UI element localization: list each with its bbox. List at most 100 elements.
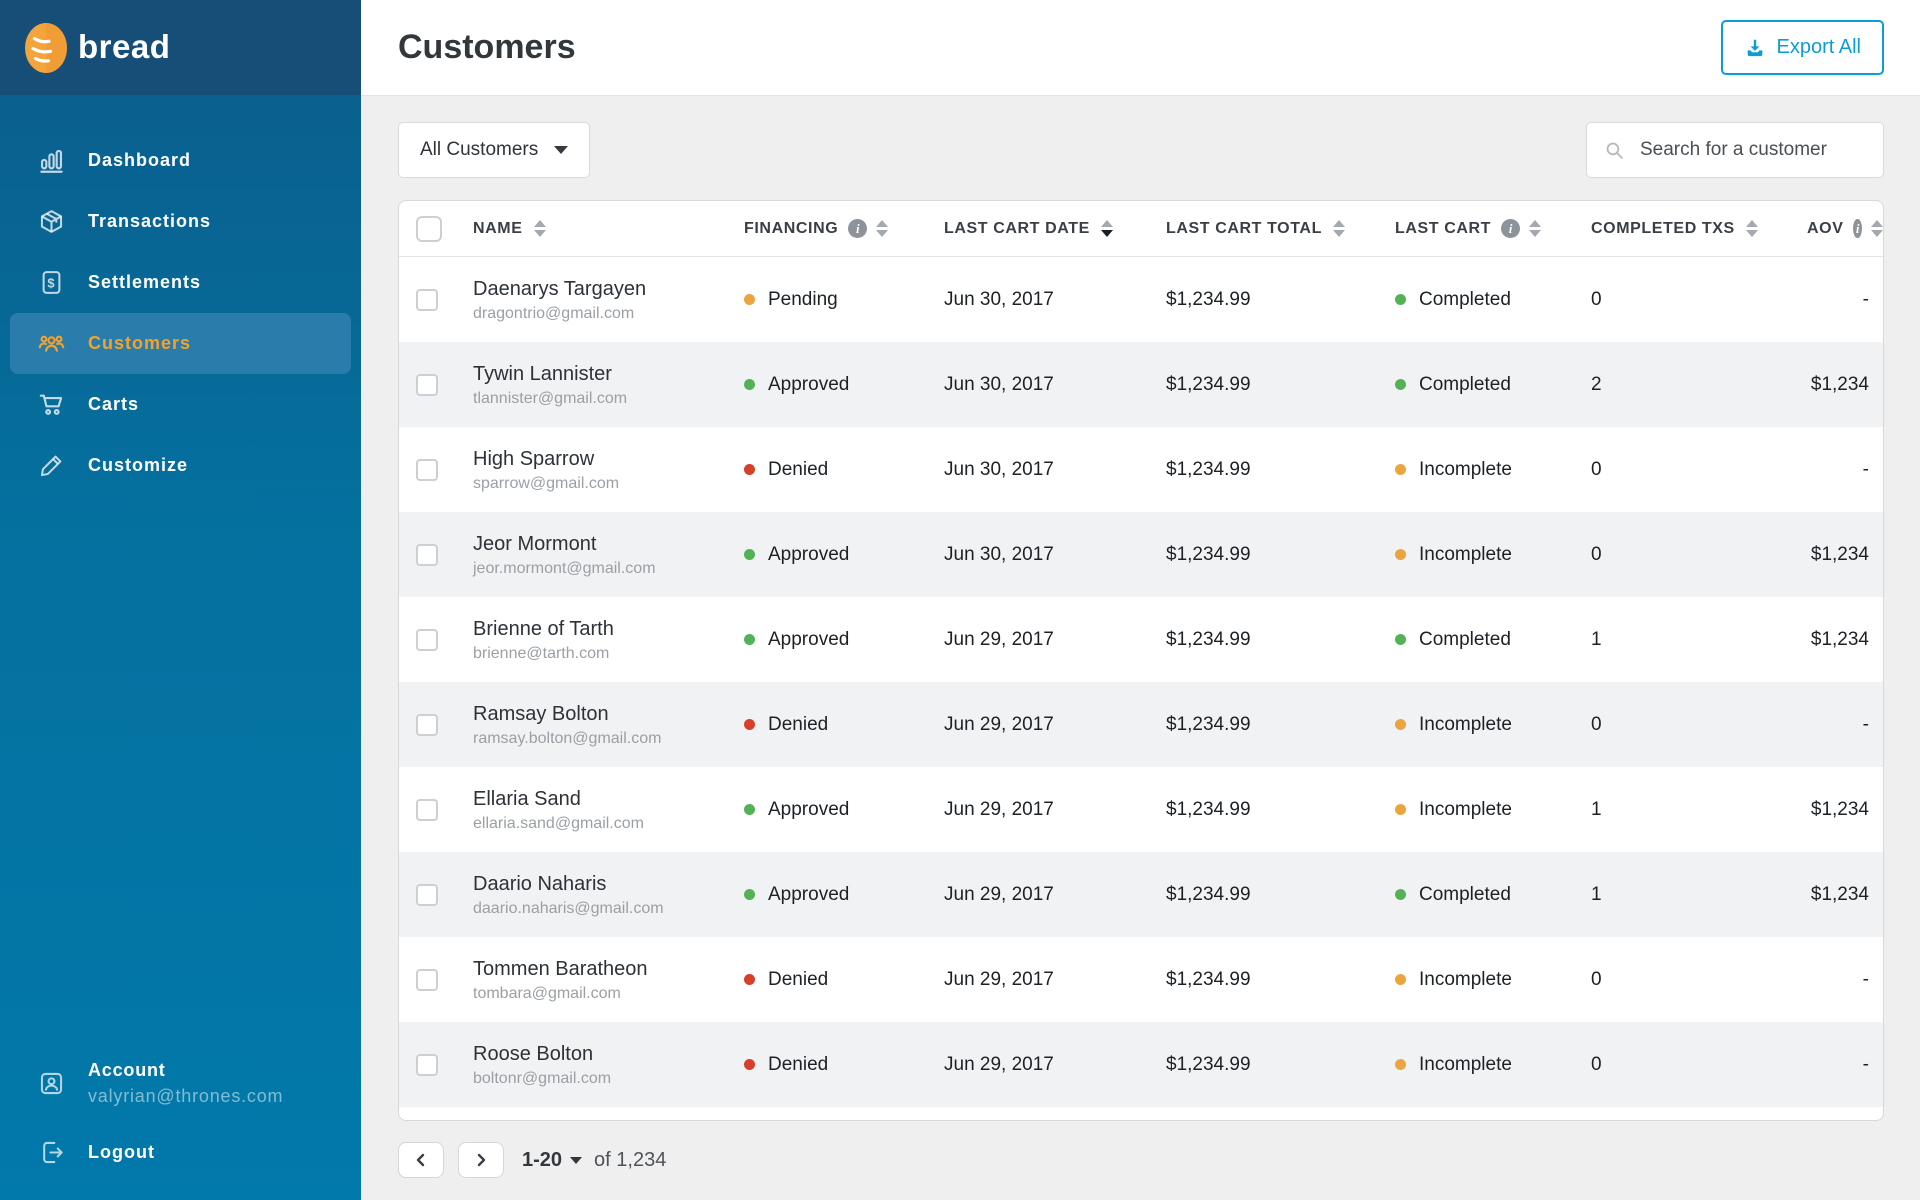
last-cart-total: $1,234.99 bbox=[1166, 968, 1251, 990]
row-checkbox[interactable] bbox=[416, 288, 438, 311]
sort-icon[interactable] bbox=[1100, 220, 1113, 237]
sort-icon[interactable] bbox=[533, 220, 546, 237]
sidebar: bread Dashboard Transactions $ Settlements C… bbox=[0, 0, 361, 1200]
row-checkbox[interactable] bbox=[416, 373, 438, 396]
last-cart-date: Jun 29, 2017 bbox=[944, 883, 1054, 905]
info-icon[interactable]: i bbox=[1853, 219, 1862, 238]
status-dot bbox=[744, 549, 755, 560]
column-header-financing[interactable]: FINANCING i bbox=[744, 201, 944, 256]
completed-txs: 0 bbox=[1591, 543, 1602, 565]
status-dot bbox=[744, 464, 755, 475]
sort-icon[interactable] bbox=[876, 220, 889, 237]
brand-name: bread bbox=[78, 27, 171, 65]
info-icon[interactable]: i bbox=[848, 219, 868, 238]
table-row: Tommen Baratheon tombara@gmail.com Denied J… bbox=[399, 937, 1883, 1022]
sidebar-item-transactions[interactable]: Transactions bbox=[0, 191, 361, 252]
column-header-completed-txs[interactable]: COMPLETED TXS bbox=[1591, 201, 1807, 256]
sort-icon[interactable] bbox=[1332, 220, 1345, 237]
table-row: Ellaria Sand ellaria.sand@gmail.com Approv… bbox=[399, 767, 1883, 852]
table-row: Jeor Mormont jeor.mormont@gmail.com Approv… bbox=[399, 512, 1883, 597]
logout-label: Logout bbox=[88, 1142, 155, 1162]
status-dot bbox=[1395, 974, 1406, 985]
financing-status: Denied bbox=[744, 427, 944, 512]
customer-email: ellaria.sand@gmail.com bbox=[473, 814, 644, 832]
sort-icon[interactable] bbox=[1745, 220, 1758, 237]
row-checkbox[interactable] bbox=[416, 458, 438, 481]
row-checkbox[interactable] bbox=[416, 798, 438, 821]
export-all-label: Export All bbox=[1776, 36, 1861, 58]
status-dot bbox=[744, 379, 755, 390]
last-cart-status: Completed bbox=[1395, 597, 1591, 682]
aov-value: - bbox=[1862, 458, 1869, 480]
column-header-last-cart-date[interactable]: LAST CART DATE bbox=[944, 201, 1166, 256]
last-cart-status: Incomplete bbox=[1395, 1022, 1591, 1107]
sidebar-item-customize[interactable]: Customize bbox=[0, 435, 361, 496]
last-cart-status: Completed bbox=[1395, 342, 1591, 427]
customer-name: Daario Naharis bbox=[473, 872, 607, 895]
table-row: Daenarys Targayen dragontrio@gmail.com Pen… bbox=[399, 257, 1883, 342]
column-label: LAST CART TOTAL bbox=[1166, 219, 1322, 237]
sort-icon[interactable] bbox=[1871, 220, 1883, 237]
sidebar-item-customers[interactable]: Customers bbox=[10, 313, 351, 374]
last-cart-total: $1,234.99 bbox=[1166, 543, 1251, 565]
completed-txs: 0 bbox=[1591, 713, 1602, 735]
customer-filter-dropdown[interactable]: All Customers bbox=[398, 122, 591, 178]
column-header-last-cart-total[interactable]: LAST CART TOTAL bbox=[1166, 201, 1395, 256]
completed-txs: 2 bbox=[1591, 373, 1602, 395]
status-label: Approved bbox=[768, 543, 850, 565]
row-checkbox[interactable] bbox=[416, 628, 438, 651]
account-email: valyrian@thrones.com bbox=[88, 1086, 284, 1106]
brand-logo[interactable]: bread bbox=[0, 0, 361, 95]
row-checkbox[interactable] bbox=[416, 883, 438, 906]
row-checkbox[interactable] bbox=[416, 1053, 438, 1076]
completed-txs: 0 bbox=[1591, 458, 1602, 480]
pagination: 1-20 of 1,234 bbox=[398, 1142, 1884, 1178]
info-icon[interactable]: i bbox=[1501, 219, 1521, 238]
next-page-button[interactable] bbox=[458, 1142, 504, 1178]
row-checkbox[interactable] bbox=[416, 968, 438, 991]
sidebar-item-dashboard[interactable]: Dashboard bbox=[0, 130, 361, 191]
aov-value: $1,234 bbox=[1810, 543, 1869, 565]
last-cart-status: Incomplete bbox=[1395, 427, 1591, 512]
download-icon bbox=[1744, 37, 1766, 59]
export-all-button[interactable]: Export All bbox=[1720, 20, 1884, 75]
sidebar-item-account[interactable]: Account valyrian@thrones.com bbox=[0, 1060, 361, 1107]
status-label: Incomplete bbox=[1419, 1053, 1512, 1075]
aov-value: - bbox=[1862, 713, 1869, 735]
customer-email: daario.naharis@gmail.com bbox=[473, 899, 664, 917]
financing-status: Approved bbox=[744, 342, 944, 427]
financing-status: Denied bbox=[744, 1022, 944, 1107]
status-label: Incomplete bbox=[1419, 798, 1512, 820]
status-label: Approved bbox=[768, 883, 850, 905]
status-label: Incomplete bbox=[1419, 713, 1512, 735]
sidebar-item-settlements[interactable]: $ Settlements bbox=[0, 252, 361, 313]
aov-value: - bbox=[1862, 1053, 1869, 1075]
customer-email: brienne@tarth.com bbox=[473, 644, 610, 662]
status-dot bbox=[744, 974, 755, 985]
select-all-checkbox[interactable] bbox=[416, 215, 442, 242]
aov-value: $1,234 bbox=[1810, 628, 1869, 650]
customer-name: Tommen Baratheon bbox=[473, 957, 648, 980]
status-label: Incomplete bbox=[1419, 543, 1512, 565]
sort-icon[interactable] bbox=[1529, 220, 1542, 237]
status-dot bbox=[1395, 294, 1406, 305]
prev-page-button[interactable] bbox=[398, 1142, 444, 1178]
column-header-name[interactable]: NAME bbox=[473, 201, 744, 256]
page-size-dropdown[interactable]: 1-20 bbox=[522, 1149, 583, 1172]
status-label: Approved bbox=[768, 628, 850, 650]
sidebar-item-logout[interactable]: Logout bbox=[0, 1139, 361, 1166]
last-cart-status: Completed bbox=[1395, 852, 1591, 937]
status-label: Completed bbox=[1419, 373, 1511, 395]
svg-text:$: $ bbox=[47, 275, 55, 290]
search-input[interactable] bbox=[1640, 139, 1869, 161]
column-header-aov[interactable]: AOV i bbox=[1807, 201, 1883, 256]
last-cart-date: Jun 29, 2017 bbox=[944, 968, 1054, 990]
customer-email: tlannister@gmail.com bbox=[473, 389, 628, 407]
sidebar-item-carts[interactable]: Carts bbox=[0, 374, 361, 435]
row-checkbox[interactable] bbox=[416, 713, 438, 736]
column-header-last-cart[interactable]: LAST CART i bbox=[1395, 201, 1591, 256]
row-checkbox[interactable] bbox=[416, 543, 438, 566]
last-cart-total: $1,234.99 bbox=[1166, 628, 1251, 650]
dashboard-icon bbox=[38, 147, 65, 174]
